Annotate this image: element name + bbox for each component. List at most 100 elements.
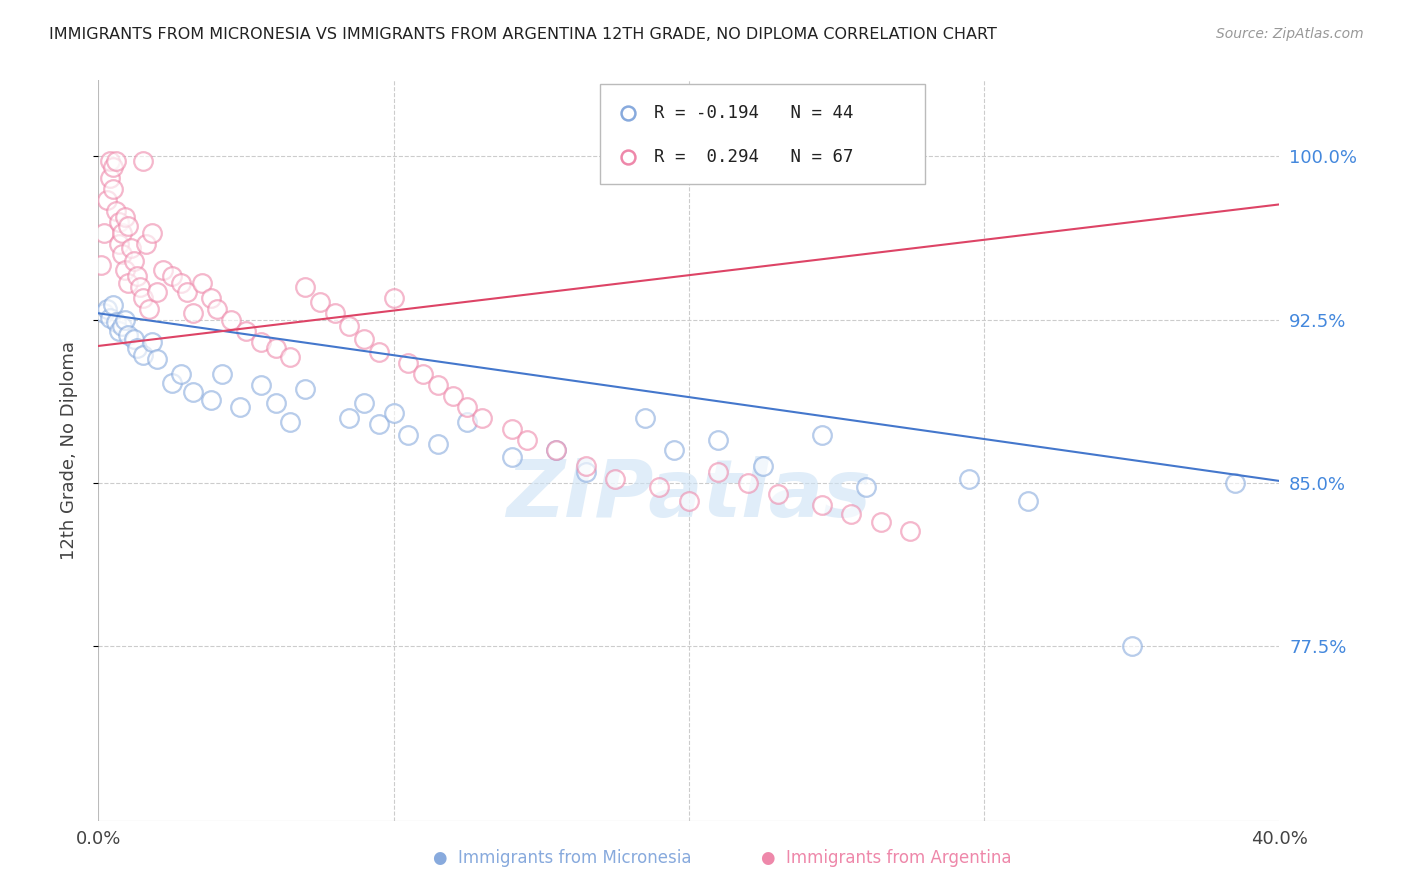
Point <box>766 487 789 501</box>
Point <box>132 291 155 305</box>
Point <box>959 472 981 486</box>
FancyBboxPatch shape <box>600 84 925 184</box>
Point <box>870 516 893 530</box>
Point <box>737 476 759 491</box>
Point <box>309 295 332 310</box>
Point <box>141 334 163 349</box>
Point <box>122 254 145 268</box>
Point <box>103 297 125 311</box>
Point <box>117 276 139 290</box>
Point <box>98 310 121 325</box>
Point <box>105 153 128 168</box>
Point <box>90 259 112 273</box>
Text: IMMIGRANTS FROM MICRONESIA VS IMMIGRANTS FROM ARGENTINA 12TH GRADE, NO DIPLOMA C: IMMIGRANTS FROM MICRONESIA VS IMMIGRANTS… <box>49 27 997 42</box>
Point <box>152 262 174 277</box>
Text: ●  Immigrants from Micronesia: ● Immigrants from Micronesia <box>433 849 692 867</box>
Point <box>575 465 598 479</box>
Point <box>108 324 131 338</box>
Text: R = -0.194   N = 44: R = -0.194 N = 44 <box>654 103 853 121</box>
Point <box>181 384 204 399</box>
Point <box>105 203 128 218</box>
Point <box>114 313 136 327</box>
Point <box>1121 640 1143 654</box>
Point <box>108 215 131 229</box>
Point <box>125 269 148 284</box>
Point <box>398 428 420 442</box>
Text: ●  Immigrants from Argentina: ● Immigrants from Argentina <box>761 849 1011 867</box>
Point <box>132 348 155 362</box>
Point <box>294 383 316 397</box>
Point <box>264 395 287 409</box>
Point <box>111 226 134 240</box>
Point <box>221 313 243 327</box>
Point <box>368 417 391 432</box>
Point <box>114 262 136 277</box>
Point <box>353 332 375 346</box>
Point <box>382 407 405 421</box>
Point <box>96 193 118 207</box>
Point <box>323 306 346 320</box>
Point <box>191 276 214 290</box>
Point <box>501 450 523 464</box>
Point <box>205 301 228 316</box>
Point <box>648 481 671 495</box>
Point <box>516 433 538 447</box>
Point <box>382 291 405 305</box>
Point <box>575 458 598 473</box>
Point <box>546 443 568 458</box>
Point <box>339 319 361 334</box>
Point <box>1018 493 1040 508</box>
Point <box>122 332 145 346</box>
Point <box>707 433 730 447</box>
Point <box>471 410 494 425</box>
Point <box>457 415 479 429</box>
Point <box>441 389 464 403</box>
Point <box>162 376 183 390</box>
Point <box>181 306 204 320</box>
Point <box>93 306 115 320</box>
Point <box>264 341 287 355</box>
Point <box>427 437 450 451</box>
Y-axis label: 12th Grade, No Diploma: 12th Grade, No Diploma <box>59 341 77 560</box>
Point <box>605 472 627 486</box>
Point <box>120 241 142 255</box>
Point <box>501 422 523 436</box>
Point <box>103 161 125 175</box>
Point <box>146 285 169 299</box>
Point <box>412 368 434 382</box>
Point <box>250 378 273 392</box>
Point <box>427 378 450 392</box>
Point <box>170 368 193 382</box>
Point <box>368 345 391 359</box>
Point <box>339 410 361 425</box>
Point <box>117 219 139 234</box>
Point <box>128 280 150 294</box>
Point <box>96 301 118 316</box>
Point <box>752 458 775 473</box>
Text: R =  0.294   N = 67: R = 0.294 N = 67 <box>654 148 853 166</box>
Point <box>294 280 316 294</box>
Point <box>855 481 877 495</box>
Point <box>98 171 121 186</box>
Point <box>170 276 193 290</box>
Point <box>546 443 568 458</box>
Point <box>634 410 657 425</box>
Point <box>135 236 157 251</box>
Point <box>200 393 222 408</box>
Point <box>841 507 863 521</box>
Point <box>111 319 134 334</box>
Point <box>664 443 686 458</box>
Point <box>93 226 115 240</box>
Point <box>108 236 131 251</box>
Point <box>141 226 163 240</box>
Text: Source: ZipAtlas.com: Source: ZipAtlas.com <box>1216 27 1364 41</box>
Point <box>111 247 134 261</box>
Point <box>125 341 148 355</box>
Point <box>900 524 922 538</box>
Point <box>280 350 302 364</box>
Point <box>176 285 198 299</box>
Point <box>280 415 302 429</box>
Point <box>105 315 128 329</box>
Point <box>707 465 730 479</box>
Point <box>810 428 832 442</box>
